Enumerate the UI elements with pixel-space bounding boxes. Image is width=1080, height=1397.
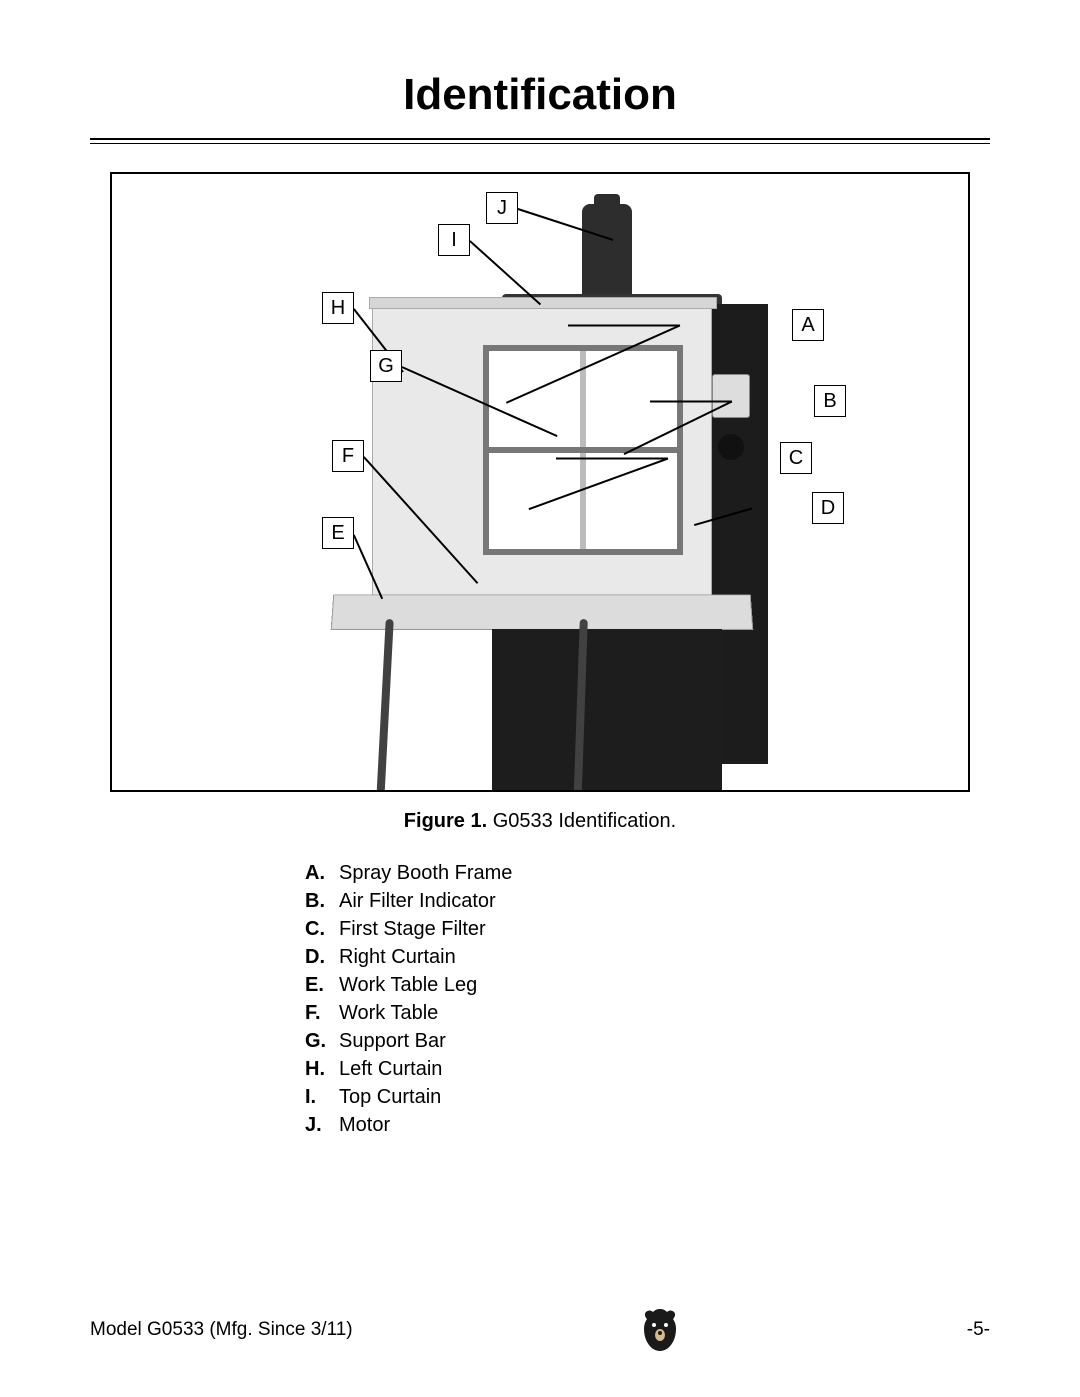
- legend-row: D.Right Curtain: [305, 943, 775, 971]
- figure-caption: Figure 1. G0533 Identification.: [90, 810, 990, 833]
- legend-letter: E.: [305, 971, 339, 999]
- figure-container: J I H G F E A B C D: [110, 172, 970, 792]
- legend-letter: J.: [305, 1111, 339, 1139]
- legend-letter: C.: [305, 915, 339, 943]
- spray-booth-frame: [372, 304, 712, 604]
- product-illustration: [372, 234, 792, 792]
- legend-row: G.Support Bar: [305, 1027, 775, 1055]
- control-knob: [718, 434, 744, 460]
- callout-a: A: [792, 309, 824, 341]
- legend-text: Right Curtain: [339, 943, 456, 971]
- legend-text: Work Table: [339, 999, 438, 1027]
- legend-text: Left Curtain: [339, 1055, 442, 1083]
- page-footer: Model G0533 (Mfg. Since 3/11) -5-: [90, 1305, 990, 1355]
- footer-page-number: -5-: [967, 1319, 990, 1341]
- leader-line: [556, 458, 668, 460]
- legend-row: E.Work Table Leg: [305, 971, 775, 999]
- first-stage-filter: [483, 345, 683, 555]
- callout-f: F: [332, 440, 364, 472]
- legend-row: J.Motor: [305, 1111, 775, 1139]
- footer-model-text: Model G0533 (Mfg. Since 3/11): [90, 1319, 353, 1341]
- callout-j: J: [486, 192, 518, 224]
- work-table: [331, 594, 754, 630]
- bear-logo-icon: [637, 1305, 683, 1355]
- support-bar: [489, 447, 677, 453]
- legend-row: F.Work Table: [305, 999, 775, 1027]
- callout-g: G: [370, 350, 402, 382]
- legend-letter: I.: [305, 1083, 339, 1111]
- legend-row: H.Left Curtain: [305, 1055, 775, 1083]
- legend-letter: A.: [305, 859, 339, 887]
- figure-caption-text: G0533 Identification.: [493, 810, 676, 832]
- callout-e: E: [322, 517, 354, 549]
- legend-text: Top Curtain: [339, 1083, 441, 1111]
- leader-line: [650, 401, 732, 403]
- figure-caption-label: Figure 1.: [404, 810, 487, 832]
- callout-d: D: [812, 492, 844, 524]
- page-title: Identification: [90, 70, 990, 120]
- legend-text: First Stage Filter: [339, 915, 486, 943]
- title-rule: [90, 138, 990, 144]
- legend-letter: H.: [305, 1055, 339, 1083]
- legend-text: Support Bar: [339, 1027, 446, 1055]
- legend-letter: G.: [305, 1027, 339, 1055]
- callout-c: C: [780, 442, 812, 474]
- legend-text: Spray Booth Frame: [339, 859, 512, 887]
- legend-text: Air Filter Indicator: [339, 887, 496, 915]
- legend: A.Spray Booth Frame B.Air Filter Indicat…: [305, 859, 775, 1139]
- legend-letter: F.: [305, 999, 339, 1027]
- base-cabinet: [492, 629, 722, 792]
- callout-b: B: [814, 385, 846, 417]
- legend-row: I.Top Curtain: [305, 1083, 775, 1111]
- legend-text: Work Table Leg: [339, 971, 477, 999]
- motor: [582, 204, 632, 304]
- legend-row: B.Air Filter Indicator: [305, 887, 775, 915]
- legend-text: Motor: [339, 1111, 390, 1139]
- legend-letter: D.: [305, 943, 339, 971]
- air-filter-indicator: [712, 374, 750, 418]
- work-table-leg-left: [374, 619, 394, 792]
- legend-letter: B.: [305, 887, 339, 915]
- leader-line: [568, 325, 680, 327]
- callout-i: I: [438, 224, 470, 256]
- top-curtain: [369, 297, 717, 309]
- legend-row: C.First Stage Filter: [305, 915, 775, 943]
- callout-h: H: [322, 292, 354, 324]
- legend-row: A.Spray Booth Frame: [305, 859, 775, 887]
